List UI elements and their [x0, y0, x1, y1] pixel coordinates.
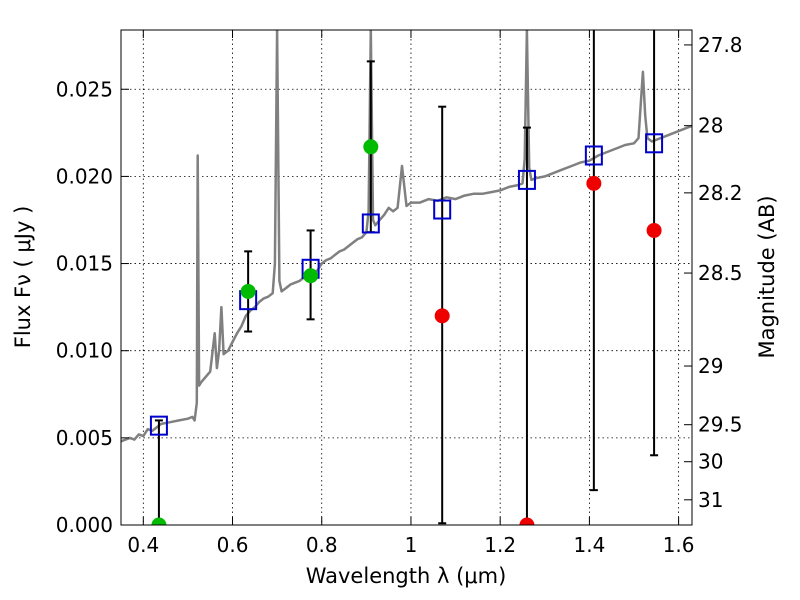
y-axis-label: Flux Fν ( μJy ) — [11, 206, 35, 349]
x-tick-label: 1.4 — [573, 533, 605, 557]
y-tick-label: 0.000 — [56, 513, 113, 537]
nondetection-point — [519, 517, 535, 525]
nondetection-point — [586, 175, 602, 191]
y-tick-label: 0.005 — [56, 426, 113, 450]
right-tick-label: 28 — [698, 114, 723, 138]
right-tick-label: 30 — [698, 450, 723, 474]
detection-point — [363, 139, 379, 155]
x-tick-label: 0.8 — [306, 533, 338, 557]
plot-area — [121, 30, 692, 525]
x-tick-label: 1 — [405, 533, 418, 557]
model-photometry-square — [645, 133, 664, 154]
y-tick-label: 0.020 — [56, 164, 113, 188]
detection-point — [151, 517, 167, 525]
model-spectrum-line — [121, 30, 692, 443]
x-axis-label: Wavelength λ (μm) — [306, 564, 507, 588]
axes: 0.4 0.6 0.8 1 1.2 1.4 1.6 0.000 0.005 0.010 0.015 0… — [56, 30, 743, 557]
right-tick-label: 28.5 — [698, 261, 743, 285]
right-tick-label: 29.5 — [698, 413, 743, 437]
right-axis-label: Magnitude (AB) — [755, 195, 779, 358]
model-photometry-square — [517, 169, 536, 190]
model-photometry-square — [361, 213, 380, 234]
model-photometry-square — [433, 199, 452, 220]
model-photometry-square — [584, 145, 603, 166]
x-tick-label: 1.6 — [663, 533, 695, 557]
detection-point — [240, 283, 256, 299]
model-photometry-square — [149, 415, 168, 436]
detection-point — [303, 268, 319, 284]
x-tick-label: 0.4 — [127, 533, 159, 557]
right-tick-label: 28.2 — [698, 181, 743, 205]
y-tick-label: 0.025 — [56, 77, 113, 101]
plot-frame — [120, 29, 693, 526]
x-tick-label: 0.6 — [217, 533, 249, 557]
y-tick-label: 0.010 — [56, 339, 113, 363]
x-tick-label: 1.2 — [484, 533, 516, 557]
nondetection-point — [434, 308, 450, 324]
right-tick-label: 27.8 — [698, 33, 743, 57]
nondetection-point — [646, 222, 662, 238]
right-tick-label: 29 — [698, 354, 723, 378]
y-tick-label: 0.015 — [56, 252, 113, 276]
right-tick-label: 31 — [698, 488, 723, 512]
